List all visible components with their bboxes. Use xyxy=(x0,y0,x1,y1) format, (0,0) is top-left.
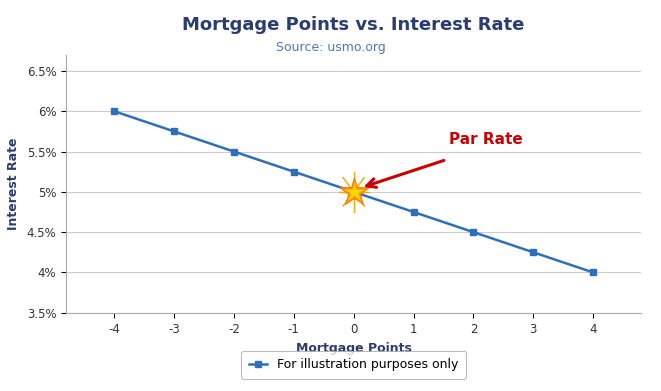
X-axis label: Mortgage Points: Mortgage Points xyxy=(295,343,412,355)
Legend: For illustration purposes only: For illustration purposes only xyxy=(241,351,466,379)
Text: Par Rate: Par Rate xyxy=(449,133,524,147)
Text: Source: usmo.org: Source: usmo.org xyxy=(276,41,385,54)
Y-axis label: Interest Rate: Interest Rate xyxy=(7,138,20,230)
Title: Mortgage Points vs. Interest Rate: Mortgage Points vs. Interest Rate xyxy=(182,16,525,34)
